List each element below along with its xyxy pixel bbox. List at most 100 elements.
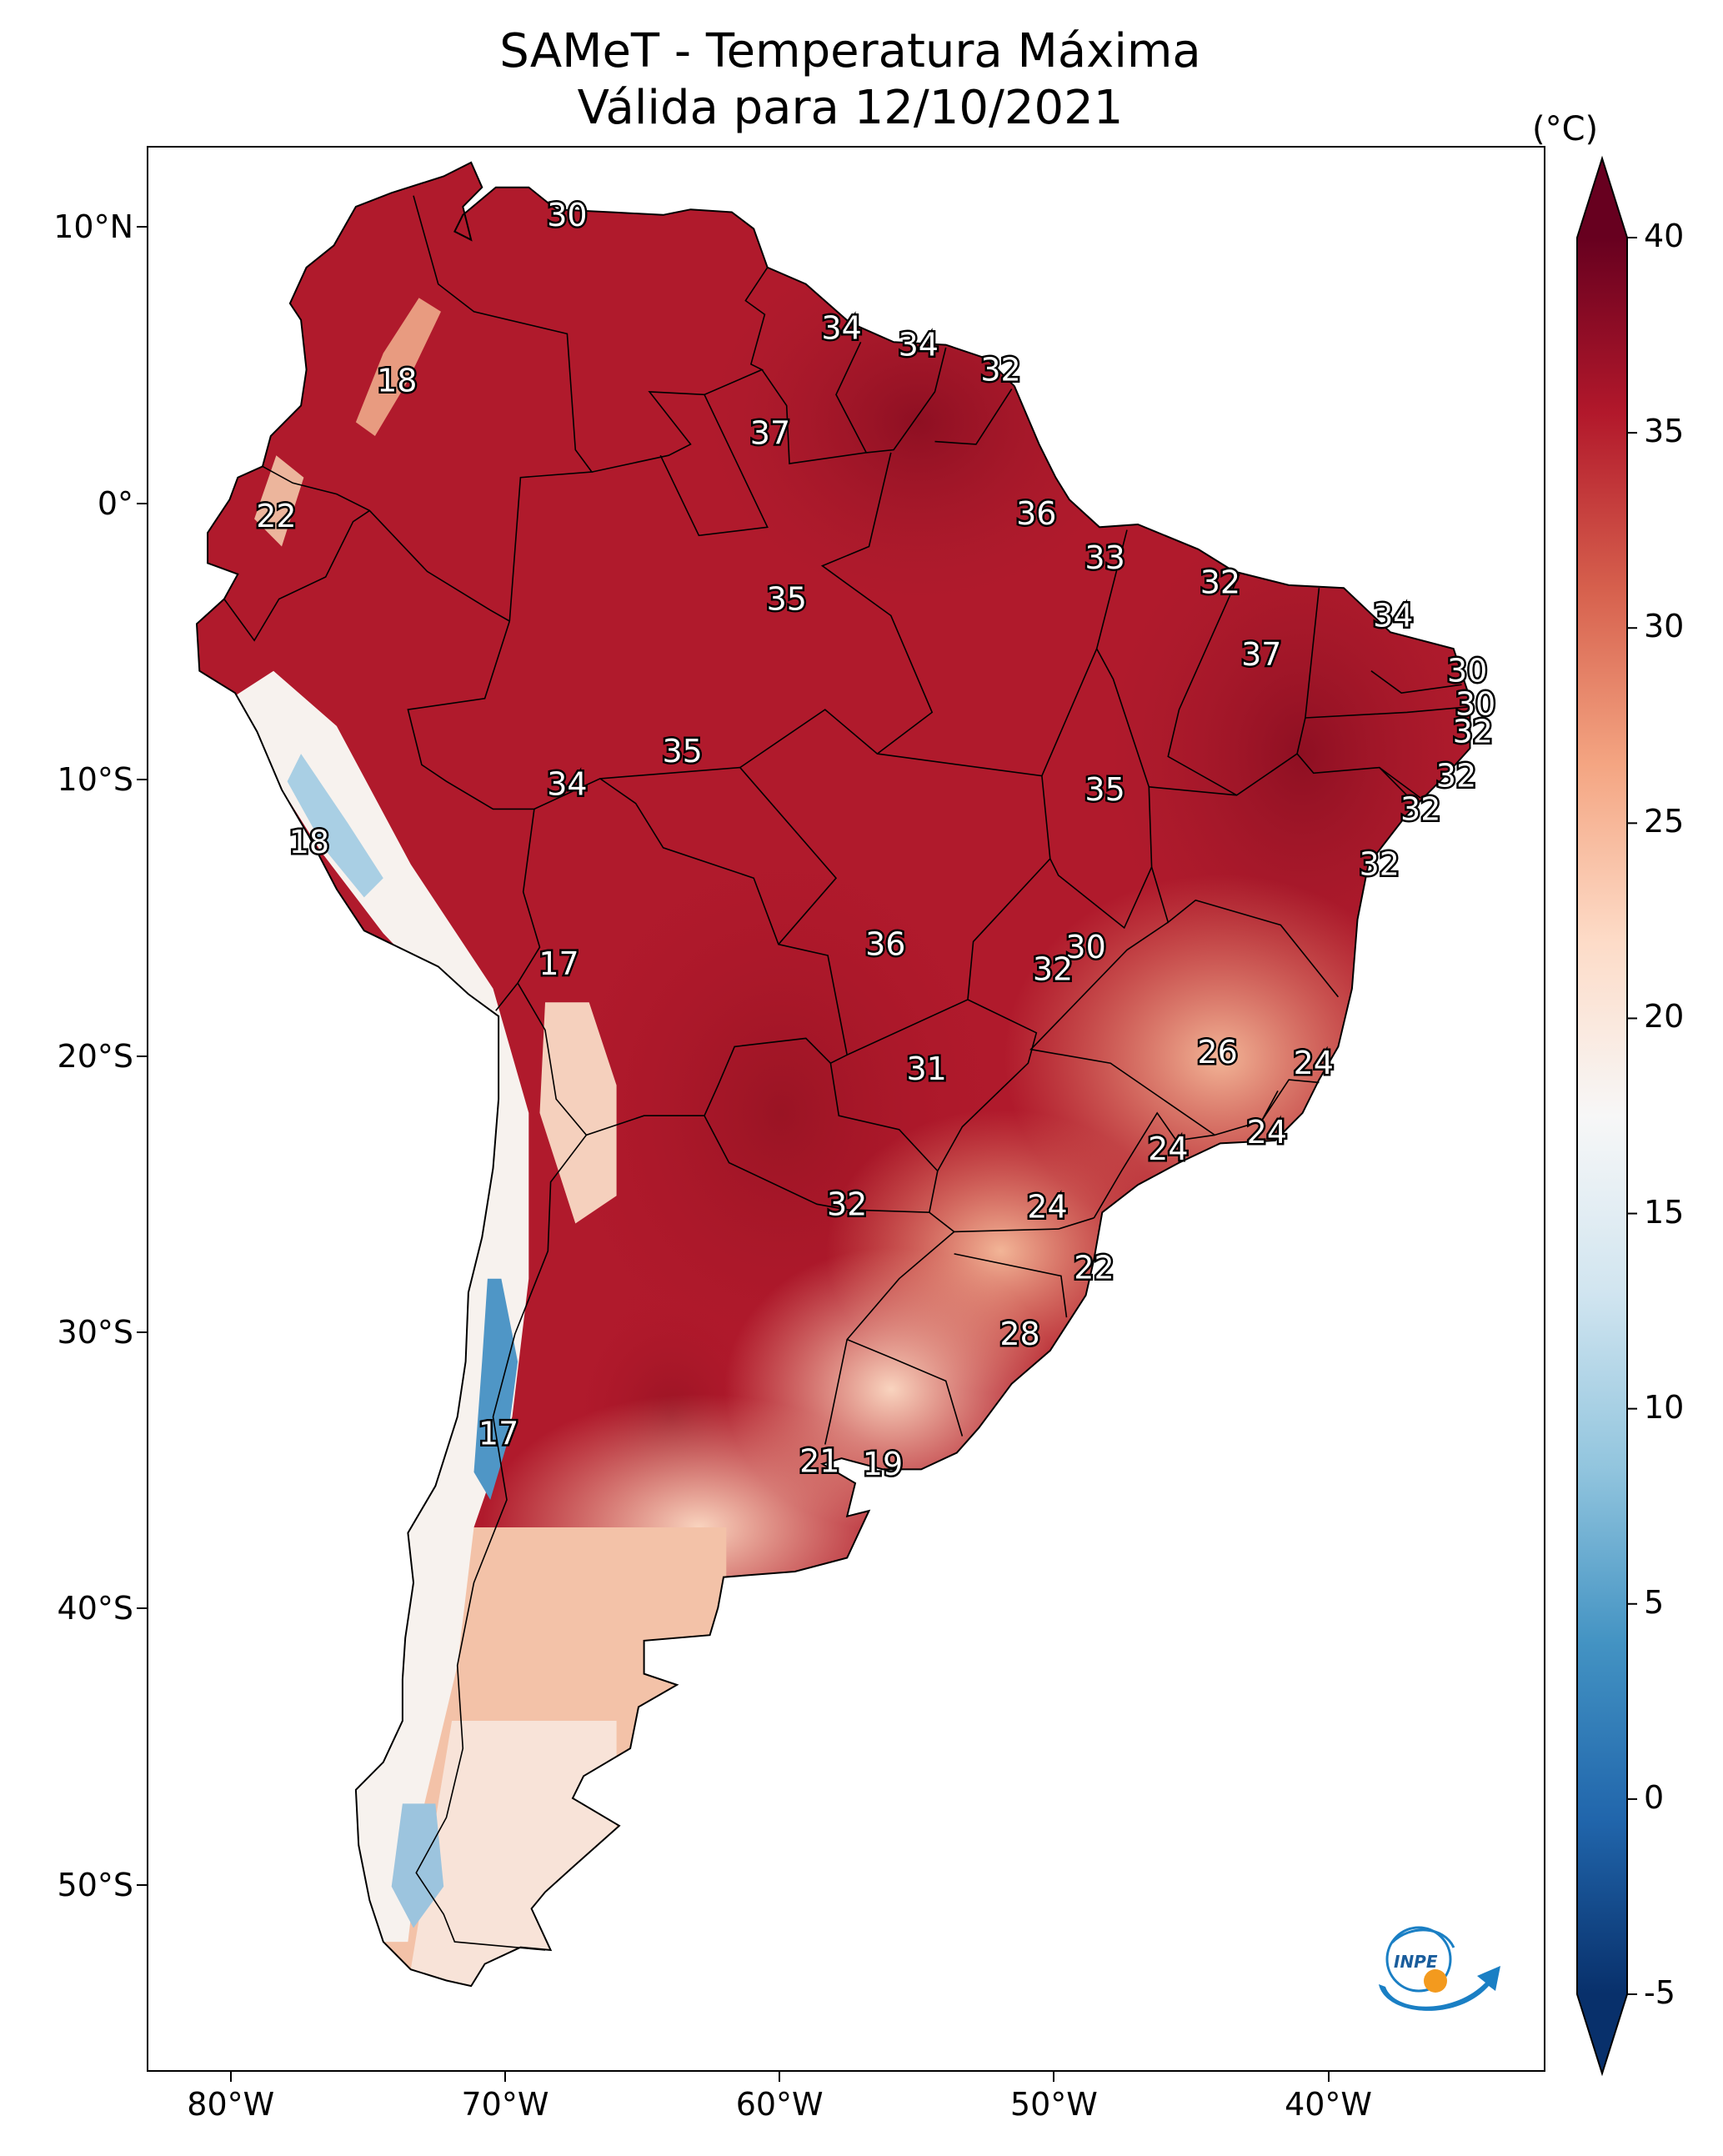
contour-label: 32 <box>827 1186 867 1222</box>
inpe-logo: INPE <box>1360 1908 1510 2019</box>
colorbar-tick-label: 10 <box>1644 1388 1685 1426</box>
border-line <box>1150 866 1340 998</box>
latitude-tick-mark <box>137 1883 147 1886</box>
country-borders <box>223 195 1470 1951</box>
contour-label: 35 <box>1084 771 1124 808</box>
contour-label: 32 <box>1200 564 1240 601</box>
contour-label: 19 <box>863 1446 903 1482</box>
contour-label: 34 <box>821 310 861 347</box>
border-line <box>591 267 769 473</box>
latitude-tick-label: 40°S <box>57 1590 133 1627</box>
contour-label: 32 <box>1400 790 1440 827</box>
latitude-tick-mark <box>137 779 147 781</box>
contour-label: 30 <box>1455 685 1495 722</box>
longitude-tick-label: 50°W <box>1009 2086 1098 2123</box>
longitude-tick-label: 60°W <box>735 2086 824 2123</box>
border-line <box>415 1134 588 1951</box>
contour-label: 35 <box>767 580 807 617</box>
colorbar-min-extension <box>1577 1994 1627 2073</box>
longitude-tick-mark <box>779 2072 781 2082</box>
contour-label: 31 <box>906 1050 946 1087</box>
border-line <box>1149 753 1413 801</box>
contour-label: 34 <box>547 766 587 803</box>
latitude-tick-mark <box>137 1607 147 1610</box>
contour-label: 28 <box>999 1316 1039 1352</box>
contour-label: 32 <box>1453 714 1493 750</box>
border-line <box>1167 574 1240 796</box>
contour-label: 32 <box>1033 951 1073 988</box>
border-line <box>761 341 868 465</box>
contour-label: 26 <box>1197 1034 1237 1070</box>
longitude-tick-mark <box>229 2072 232 2082</box>
contour-label: 30 <box>1447 653 1487 689</box>
contour-label: 24 <box>1294 1045 1334 1081</box>
border-line <box>954 1217 1094 1233</box>
colorbar-tick-label: -5 <box>1644 1974 1675 2011</box>
latitude-tick-label: 50°S <box>57 1866 133 1903</box>
border-line <box>824 1211 955 1445</box>
border-line <box>413 195 594 622</box>
colorbar-unit-label: (°C) <box>1532 110 1599 148</box>
border-line <box>1029 921 1320 1136</box>
border-line <box>1095 529 1128 649</box>
colorbar-tick-label: 15 <box>1644 1193 1685 1231</box>
contour-label: 36 <box>1016 495 1056 532</box>
contour-label: 32 <box>1360 846 1400 883</box>
mild-zone-altiplano <box>539 1002 617 1224</box>
inpe-logo-icon: INPE <box>1379 1926 1500 2011</box>
latitude-tick-label: 20°S <box>57 1037 133 1075</box>
border-line <box>1379 766 1421 799</box>
longitude-tick-mark <box>1327 2072 1330 2082</box>
latitude-tick-mark <box>137 502 147 504</box>
contour-label: 24 <box>1148 1131 1188 1167</box>
colorbar-tick-label: 40 <box>1644 218 1685 254</box>
border-line <box>1305 705 1470 719</box>
contour-label: 34 <box>899 327 939 364</box>
longitude-tick-label: 40°W <box>1285 2086 1373 2123</box>
contour-label: 37 <box>750 415 790 452</box>
border-line <box>659 394 769 537</box>
latitude-tick-label: 10°N <box>53 208 133 246</box>
contour-label: 30 <box>1065 929 1105 965</box>
border-line <box>1370 670 1462 694</box>
latitude-tick-label: 10°S <box>57 761 133 799</box>
title-line-2: Válida para 12/10/2021 <box>577 81 1124 135</box>
border-line <box>954 1253 1068 1318</box>
border-line <box>599 766 838 945</box>
longitude-tick-mark <box>503 2072 506 2082</box>
contour-label: 18 <box>377 363 417 399</box>
colorbar-max-extension <box>1577 158 1627 238</box>
contour-label: 30 <box>547 197 587 233</box>
contour-label: 24 <box>1027 1189 1067 1226</box>
border-line <box>1260 1091 1279 1122</box>
contour-label: 33 <box>1084 539 1124 576</box>
colorbar-tick-label: 20 <box>1644 998 1685 1035</box>
colorbar-tick-label: 25 <box>1644 803 1685 840</box>
cold-spot-central-andes <box>473 1278 518 1500</box>
mild-spot-ecuador-andes <box>254 455 304 547</box>
latitude-tick-label: 0° <box>97 484 133 522</box>
latitude-tick-mark <box>137 1055 147 1057</box>
border-line <box>1041 647 1153 930</box>
contour-label: 32 <box>1436 758 1476 795</box>
title-line-1: SAMeT - Temperatura Máxima <box>499 24 1201 78</box>
cold-spot-peru-andes <box>287 754 383 898</box>
latitude-tick-mark <box>137 226 147 228</box>
logo-text: INPE <box>1394 1952 1438 1972</box>
contour-label: 36 <box>865 926 905 963</box>
longitude-tick-label: 80°W <box>187 2086 275 2123</box>
border-line <box>407 620 541 1011</box>
border-line <box>866 347 947 454</box>
coastline <box>195 161 1471 1988</box>
border-line <box>934 389 1013 445</box>
colorbar-tick-label: 5 <box>1644 1583 1665 1621</box>
contour-label: 34 <box>1373 597 1413 634</box>
border-line <box>937 999 1038 1171</box>
contour-label: 35 <box>662 733 702 770</box>
border-line <box>223 509 370 642</box>
border-line <box>846 1338 964 1436</box>
colorbar-tick-label: 30 <box>1644 608 1685 645</box>
colorbar-body <box>1577 238 1627 1994</box>
